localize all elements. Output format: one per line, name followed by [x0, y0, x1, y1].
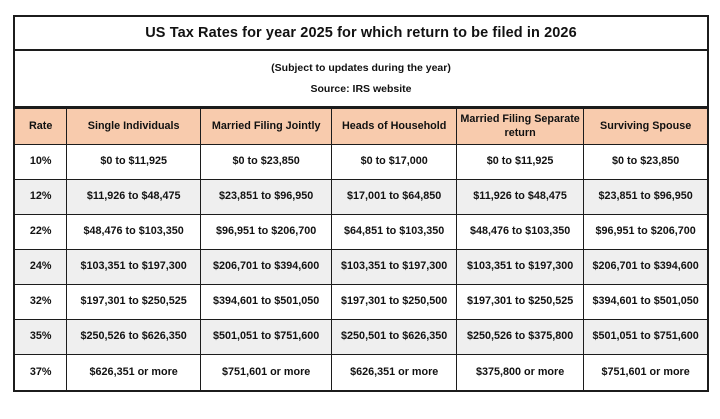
bracket-cell: $96,951 to $206,700 — [199, 214, 333, 250]
bracket-cell: $23,851 to $96,950 — [583, 179, 707, 215]
table-row: 32% $197,301 to $250,525 $394,601 to $50… — [15, 284, 707, 320]
bracket-cell: $0 to $11,925 — [455, 144, 585, 180]
bracket-cell: $394,601 to $501,050 — [199, 284, 333, 320]
bracket-cell: $11,926 to $48,475 — [66, 179, 201, 215]
table-header-row: Rate Single Individuals Married Filing J… — [15, 108, 707, 145]
bracket-cell: $751,601 or more — [199, 354, 333, 390]
bracket-cell: $206,701 to $394,600 — [199, 249, 333, 285]
subtitle-block: (Subject to updates during the year) Sou… — [15, 51, 707, 108]
bracket-cell: $501,051 to $751,600 — [199, 319, 333, 355]
tax-rates-table-frame: US Tax Rates for year 2025 for which ret… — [13, 15, 709, 392]
rate-cell: 32% — [15, 284, 68, 320]
table-row: 24% $103,351 to $197,300 $206,701 to $39… — [15, 249, 707, 285]
bracket-cell: $197,301 to $250,525 — [66, 284, 201, 320]
subtitle-updates-note: (Subject to updates during the year) — [271, 62, 451, 74]
bracket-cell: $751,601 or more — [583, 354, 707, 390]
column-header-rate: Rate — [15, 108, 68, 145]
column-header-surviving-spouse: Surviving Spouse — [583, 108, 707, 145]
bracket-cell: $626,351 or more — [66, 354, 201, 390]
bracket-cell: $48,476 to $103,350 — [455, 214, 585, 250]
rate-cell: 37% — [15, 354, 68, 390]
bracket-cell: $103,351 to $197,300 — [455, 249, 585, 285]
bracket-cell: $0 to $17,000 — [331, 144, 457, 180]
bracket-cell: $197,301 to $250,525 — [455, 284, 585, 320]
bracket-cell: $250,526 to $626,350 — [66, 319, 201, 355]
bracket-cell: $103,351 to $197,300 — [331, 249, 457, 285]
rate-cell: 22% — [15, 214, 68, 250]
table-row: 22% $48,476 to $103,350 $96,951 to $206,… — [15, 214, 707, 250]
bracket-cell: $250,501 to $626,350 — [331, 319, 457, 355]
page-title: US Tax Rates for year 2025 for which ret… — [15, 17, 707, 51]
bracket-cell: $11,926 to $48,475 — [455, 179, 585, 215]
table-row: 37% $626,351 or more $751,601 or more $6… — [15, 354, 707, 390]
bracket-cell: $103,351 to $197,300 — [66, 249, 201, 285]
table-row: 10% $0 to $11,925 $0 to $23,850 $0 to $1… — [15, 144, 707, 180]
table-row: 12% $11,926 to $48,475 $23,851 to $96,95… — [15, 179, 707, 215]
column-header-married-filing-separate: Married Filing Separate return — [455, 108, 585, 145]
bracket-cell: $394,601 to $501,050 — [583, 284, 707, 320]
bracket-cell: $64,851 to $103,350 — [331, 214, 457, 250]
bracket-cell: $197,301 to $250,500 — [331, 284, 457, 320]
bracket-cell: $375,800 or more — [455, 354, 585, 390]
bracket-cell: $23,851 to $96,950 — [199, 179, 333, 215]
bracket-cell: $206,701 to $394,600 — [583, 249, 707, 285]
bracket-cell: $48,476 to $103,350 — [66, 214, 201, 250]
bracket-cell: $250,526 to $375,800 — [455, 319, 585, 355]
rate-cell: 24% — [15, 249, 68, 285]
bracket-cell: $0 to $23,850 — [583, 144, 707, 180]
column-header-single-individuals: Single Individuals — [66, 108, 201, 145]
bracket-cell: $626,351 or more — [331, 354, 457, 390]
subtitle-source: Source: IRS website — [310, 83, 412, 95]
rate-cell: 35% — [15, 319, 68, 355]
tax-rates-table: Rate Single Individuals Married Filing J… — [15, 108, 707, 390]
column-header-married-filing-jointly: Married Filing Jointly — [199, 108, 333, 145]
bracket-cell: $0 to $11,925 — [66, 144, 201, 180]
rate-cell: 12% — [15, 179, 68, 215]
bracket-cell: $501,051 to $751,600 — [583, 319, 707, 355]
column-header-heads-of-household: Heads of Household — [331, 108, 457, 145]
bracket-cell: $17,001 to $64,850 — [331, 179, 457, 215]
table-row: 35% $250,526 to $626,350 $501,051 to $75… — [15, 319, 707, 355]
bracket-cell: $0 to $23,850 — [199, 144, 333, 180]
rate-cell: 10% — [15, 144, 68, 180]
bracket-cell: $96,951 to $206,700 — [583, 214, 707, 250]
